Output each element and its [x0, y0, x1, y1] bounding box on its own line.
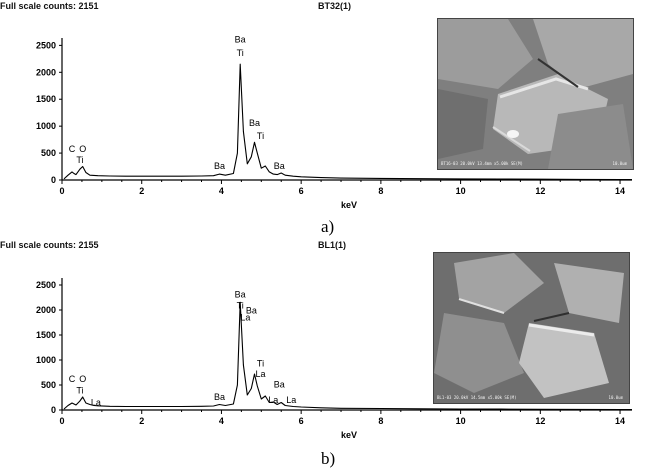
panel-a-y-tick-label: 0 — [51, 175, 56, 185]
panel-b-peak-label: Ti — [237, 301, 244, 311]
panel-b-x-tick-label: 0 — [59, 416, 64, 426]
sem-caption-a: BT16-03 20.0kV 13.4mm x5.00k SE(M) — [441, 161, 523, 166]
panel-a-x-tick-label: 0 — [59, 186, 64, 196]
panel-b-peak-label: Ti — [76, 386, 83, 396]
panel-a-y-tick-label: 500 — [41, 148, 56, 158]
panel-b-peak-label: La — [268, 395, 278, 405]
panel-b-x-tick-label: 12 — [535, 416, 545, 426]
panel-b-x-tick-label: 8 — [378, 416, 383, 426]
panel-a-peak-label: Ba — [235, 35, 246, 45]
panel-a-x-tick-label: 10 — [456, 186, 466, 196]
panel-b-y-tick-label: 500 — [41, 380, 56, 390]
panel-a-x-tick-label: 4 — [219, 186, 224, 196]
panel-b-peak-label: O — [79, 374, 86, 384]
panel-a-peak-label: Ti — [257, 131, 264, 141]
panel-b-x-tick-label: 4 — [219, 416, 224, 426]
panel-a-y-tick-label: 2000 — [36, 67, 56, 77]
panel-a-x-tick-label: 8 — [378, 186, 383, 196]
panel-a-peak-label: Ti — [76, 155, 83, 165]
panel-a-y-tick-label: 1000 — [36, 121, 56, 131]
panel-a-full-scale-counts: Full scale counts: 2151 — [0, 1, 99, 11]
panel-a-peak-label: C — [69, 144, 76, 154]
sem-micrograph-b: BL1-03 20.0kV 14.5mm x5.00k SE(M) 10.0um — [433, 252, 630, 404]
panel-b-x-tick-label: 10 — [456, 416, 466, 426]
panel-a-peak-label: Ba — [214, 161, 225, 171]
panel-a-x-tick-label: 14 — [615, 186, 625, 196]
sem-scale-a: 10.0um — [612, 161, 627, 166]
panel-b-peak-label: La — [255, 369, 265, 379]
panel-b-full-scale-counts: Full scale counts: 2155 — [0, 240, 99, 250]
panel-b-x-tick-label: 2 — [139, 416, 144, 426]
panel-a-x-tick-label: 2 — [139, 186, 144, 196]
panel-a-sample-name: BT32(1) — [318, 1, 352, 11]
panel-b-spectrum-line — [63, 301, 632, 411]
panel-a-x-tick-label: 12 — [535, 186, 545, 196]
sem-image-a — [438, 19, 633, 169]
panel-b-sample-name: BL1(1) — [318, 240, 347, 250]
panel-a-spectrum-line — [63, 63, 632, 181]
panel-a-caption: a) — [321, 217, 335, 236]
panel-b-peak-label: La — [240, 313, 250, 323]
panel-a-peak-label: Ba — [274, 161, 285, 171]
panel-b-y-tick-label: 1000 — [36, 355, 56, 365]
panel-b-x-tick-label: 14 — [615, 416, 625, 426]
panel-b-peak-label: La — [286, 395, 296, 405]
panel-a-x-tick-label: 6 — [299, 186, 304, 196]
panel-b-peak-label: La — [91, 398, 101, 408]
sem-caption-b: BL1-03 20.0kV 14.5mm x5.00k SE(M) — [437, 395, 517, 400]
panel-b-y-tick-label: 1500 — [36, 330, 56, 340]
sem-image-b — [434, 253, 629, 403]
panel-b-x-tick-label: 6 — [299, 416, 304, 426]
panel-b-y-tick-label: 0 — [51, 405, 56, 415]
panel-b-peak-label: Ba — [274, 380, 285, 390]
panel-b-peak-label: Ba — [235, 290, 246, 300]
panel-b-caption: b) — [321, 449, 336, 468]
panel-b-y-tick-label: 2500 — [36, 280, 56, 290]
panel-b-peak-label: Ba — [214, 392, 225, 402]
panel-b-y-tick-label: 2000 — [36, 305, 56, 315]
panel-a-peak-label: Ti — [237, 48, 244, 58]
panel-b-x-axis-label: keV — [341, 430, 357, 440]
sem-scale-b: 10.0um — [608, 395, 623, 400]
panel-b-peak-label: C — [69, 374, 76, 384]
panel-a-y-tick-label: 1500 — [36, 94, 56, 104]
panel-a-x-axis-label: keV — [341, 200, 357, 210]
panel-a-peak-label: Ba — [249, 118, 260, 128]
panel-b-peak-label: Ti — [257, 359, 264, 369]
sem-micrograph-a: BT16-03 20.0kV 13.4mm x5.00k SE(M) 10.0u… — [437, 18, 634, 170]
panel-a-peak-label: O — [79, 144, 86, 154]
panel-a-y-tick-label: 2500 — [36, 40, 56, 50]
panel-b-peak-label: Ba — [246, 306, 257, 316]
